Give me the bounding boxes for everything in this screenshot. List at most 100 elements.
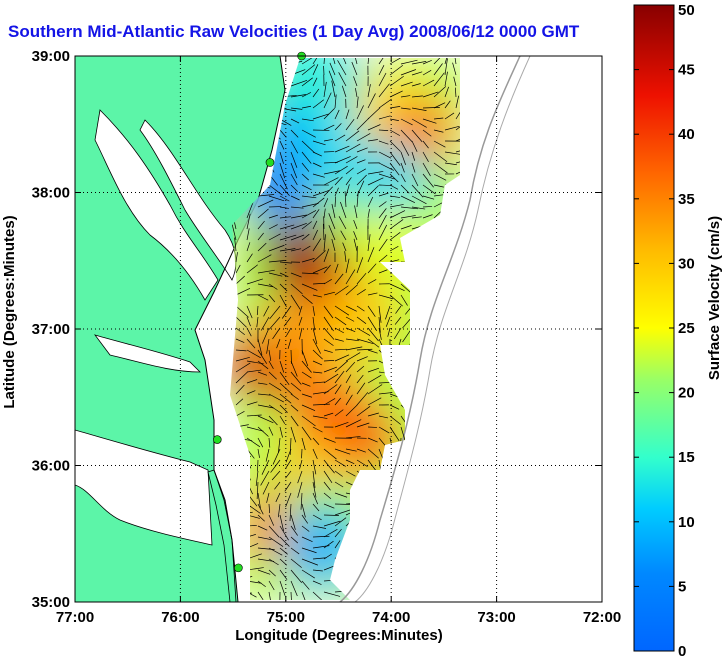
velocity-vector-188: [455, 148, 460, 153]
velocity-vector-888: [301, 525, 310, 532]
velocity-vector-865: [279, 514, 284, 532]
velocity-vector-1016: [323, 591, 341, 597]
velocity-vector-281: [323, 198, 329, 208]
velocity-vector-325: [338, 216, 347, 230]
velocity-vector-72: [331, 80, 336, 98]
velocity-vector-443: [257, 294, 269, 301]
velocity-vector-288: [400, 206, 418, 210]
velocity-vector-304: [340, 201, 347, 219]
velocity-vector-306: [367, 209, 370, 219]
velocity-vector-378: [235, 252, 238, 263]
velocity-vector-286: [378, 201, 387, 208]
velocity-vector-9: [332, 58, 336, 65]
velocity-vector-301: [312, 209, 320, 219]
velocity-vector-226: [411, 173, 419, 187]
velocity-vector-92: [323, 92, 332, 109]
velocity-vector-948: [268, 558, 279, 566]
velocity-vector-632: [257, 393, 271, 396]
grid-lines: [75, 56, 602, 602]
velocity-vector-224: [389, 173, 399, 183]
velocity-vector-336: [231, 223, 237, 241]
velocity-vector-497: [385, 316, 391, 327]
velocity-vector-509: [286, 327, 292, 336]
velocity-vector-910: [312, 535, 330, 538]
velocity-vector-322: [312, 220, 318, 230]
velocity-vector-243: [367, 177, 384, 186]
velocity-vector-310: [411, 216, 422, 219]
velocity-vector-661: [345, 394, 353, 406]
velocity-vector-590: [257, 371, 268, 376]
velocity-vector-156: [334, 134, 346, 142]
velocity-vector-110: [290, 118, 300, 124]
velocity-vector-737: [257, 448, 260, 458]
velocity-vector-673: [246, 414, 262, 417]
velocity-vector-1011: [268, 591, 272, 600]
velocity-vector-277: [279, 206, 289, 209]
velocity-vector-1013: [290, 591, 293, 600]
chesapeake-bay: [94, 109, 219, 301]
x-axis: 77:00 76:00 75:00 74:00 73:00 72:00: [56, 56, 621, 626]
velocity-vector-761: [285, 459, 292, 469]
velocity-vector-721: [312, 437, 320, 445]
velocity-vector-256: [279, 195, 290, 202]
chart-title: Southern Mid-Atlantic Raw Velocities (1 …: [8, 22, 580, 41]
velocity-vector-884: [257, 525, 268, 531]
colorbar: [633, 4, 675, 652]
velocity-vector-431: [356, 272, 367, 285]
velocity-vector-151: [279, 140, 285, 150]
velocity-vector-828: [334, 492, 348, 498]
velocity-vector-410: [356, 257, 364, 274]
velocity-vector-91: [312, 99, 324, 109]
velocity-vector-567: [235, 356, 250, 362]
velocity-vector-316: [246, 213, 251, 230]
velocity-vector-781: [271, 470, 281, 481]
velocity-vector-472: [345, 305, 357, 312]
velocity-vector-490: [312, 316, 316, 331]
velocity-vector-972: [301, 569, 315, 579]
depth-contour-1: [339, 56, 521, 602]
velocity-vector-74: [355, 88, 358, 98]
velocity-vector-764: [323, 459, 335, 474]
bathymetry-contours: [339, 56, 531, 602]
velocity-vector-663: [367, 397, 382, 406]
velocity-vector-421: [246, 278, 263, 285]
velocity-vector-357: [234, 237, 237, 252]
velocity-vector-49: [312, 77, 318, 87]
velocity-vector-447: [301, 294, 313, 304]
velocity-vector-994: [312, 580, 322, 585]
velocity-vector-309: [400, 215, 416, 219]
velocity-vector-492: [334, 316, 347, 326]
velocity-vector-14: [389, 58, 402, 65]
velocity-vector-428: [323, 279, 332, 285]
velocity-vector-577: [345, 352, 361, 362]
bay-inlet: [139, 119, 237, 281]
velocity-vector-121: [411, 118, 427, 128]
velocity-vector-111: [301, 118, 314, 122]
velocity-vector-159: [367, 139, 378, 142]
velocity-vector-120: [400, 118, 413, 126]
velocity-vector-117: [367, 107, 381, 120]
velocity-vector-300: [301, 210, 317, 219]
velocity-vector-172: [279, 151, 284, 164]
velocity-vector-885: [268, 525, 280, 538]
velocity-vector-164: [422, 140, 429, 149]
velocity-vector-331: [411, 226, 421, 230]
velocity-vector-57: [400, 81, 413, 87]
velocity-vector-205: [411, 162, 416, 173]
velocity-vector-517: [378, 327, 382, 340]
velocity-vector-138: [367, 124, 381, 131]
velocity-vector-569: [257, 360, 269, 370]
velocity-vector-631: [246, 390, 256, 395]
velocity-vector-386: [323, 248, 330, 263]
velocity-vector-634: [279, 393, 292, 404]
velocity-vector-1015: [312, 591, 322, 600]
velocity-vector-258: [301, 195, 317, 199]
velocity-vector-610: [246, 379, 258, 384]
velocity-vector-518: [387, 327, 391, 337]
velocity-vector-843: [268, 503, 270, 514]
x-tick-label-3: 74:00: [372, 609, 410, 626]
velocity-vector-370: [378, 238, 388, 252]
velocity-vector-659: [323, 398, 336, 406]
velocity-vector-361: [279, 248, 296, 252]
velocity-vector-317: [257, 220, 265, 230]
